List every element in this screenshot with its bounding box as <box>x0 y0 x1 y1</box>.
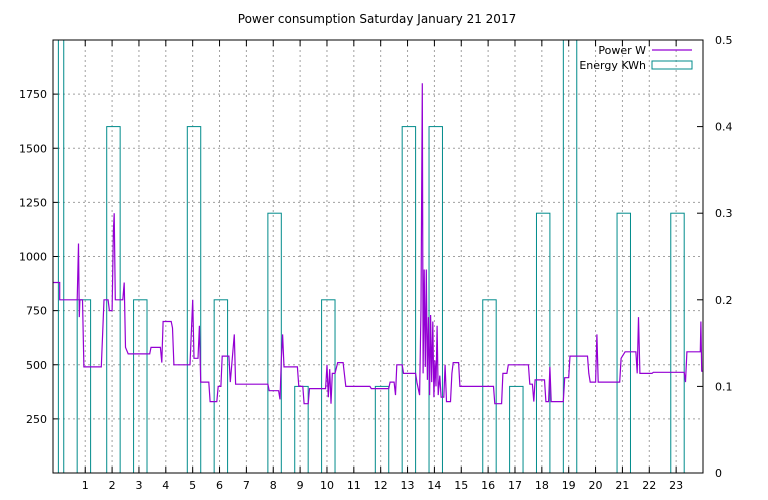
x-axis: 1 2 3 4 5 6 7 8 9 10 11 12 13 14 15 16 17 18 19 20 21 22 23 <box>82 40 683 492</box>
plot-area <box>53 40 703 473</box>
x-tick-label: 22 <box>642 479 656 492</box>
y2-tick-label: 0.4 <box>715 121 733 134</box>
y2-tick-label: 0.3 <box>715 207 733 220</box>
y-tick-label: 500 <box>26 359 47 372</box>
x-tick-label: 21 <box>615 479 629 492</box>
legend-label-energy: Energy KWh <box>579 59 646 72</box>
x-tick-label: 7 <box>243 479 250 492</box>
x-tick-label: 18 <box>535 479 549 492</box>
energy-bar <box>267 212 282 473</box>
energy-bar <box>76 299 92 473</box>
x-tick-label: 6 <box>216 479 223 492</box>
y-tick-label: 250 <box>26 413 47 426</box>
y-tick-label: 750 <box>26 305 47 318</box>
x-tick-label: 1 <box>82 479 89 492</box>
energy-bar <box>670 212 685 473</box>
power-series-line <box>53 83 703 405</box>
energy-bar <box>294 385 309 473</box>
x-tick-label: 8 <box>270 479 277 492</box>
y2-tick-label: 0.5 <box>715 34 733 47</box>
plot-frame <box>52 39 704 474</box>
energy-bar <box>509 385 524 473</box>
x-tick-label: 11 <box>347 479 361 492</box>
y-tick-label: 1750 <box>19 88 47 101</box>
x-tick-label: 20 <box>589 479 603 492</box>
energy-bar <box>57 40 65 473</box>
x-tick-label: 2 <box>109 479 116 492</box>
y-axis: 250 500 750 1000 1250 1500 1750 <box>19 88 59 426</box>
y-tick-label: 1500 <box>19 142 47 155</box>
x-tick-label: 13 <box>401 479 415 492</box>
x-tick-label: 19 <box>562 479 576 492</box>
y2-tick-label: 0.1 <box>715 380 733 393</box>
energy-bar <box>374 385 390 473</box>
x-tick-label: 10 <box>320 479 334 492</box>
x-tick-label: 4 <box>162 479 169 492</box>
legend-swatch-energy <box>651 60 693 70</box>
energy-bar <box>428 126 443 473</box>
energy-bar <box>401 126 417 473</box>
y2-axis: 0 0.1 0.2 0.3 0.4 0.5 <box>697 34 733 480</box>
x-tick-label: 23 <box>669 479 683 492</box>
x-tick-label: 12 <box>374 479 388 492</box>
x-tick-label: 15 <box>454 479 468 492</box>
x-tick-label: 16 <box>481 479 495 492</box>
y-tick-label: 1250 <box>19 196 47 209</box>
x-tick-label: 5 <box>189 479 196 492</box>
y-tick-label: 1000 <box>19 251 47 264</box>
energy-bar <box>186 126 202 473</box>
y2-tick-label: 0.2 <box>715 294 733 307</box>
chart-title: Power consumption Saturday January 21 20… <box>238 12 516 26</box>
legend: Power W Energy KWh <box>579 44 693 72</box>
x-tick-label: 3 <box>135 479 142 492</box>
legend-label-power: Power W <box>598 44 646 57</box>
x-tick-label: 14 <box>427 479 441 492</box>
energy-bar <box>133 299 148 473</box>
x-tick-label: 17 <box>508 479 522 492</box>
energy-bar <box>535 212 551 473</box>
x-tick-label: 9 <box>297 479 304 492</box>
y2-tick-label: 0 <box>715 467 722 480</box>
energy-bar <box>616 212 631 473</box>
grid <box>53 40 703 473</box>
energy-bar <box>562 40 578 473</box>
